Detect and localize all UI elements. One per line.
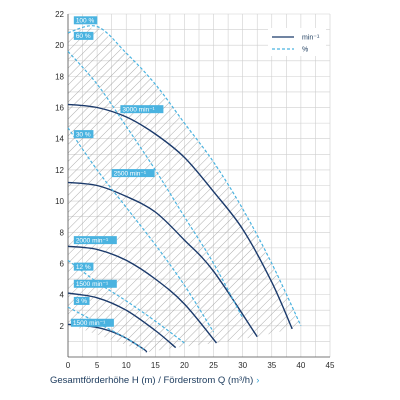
x-tick-label: 35 bbox=[267, 361, 276, 370]
legend: min⁻¹% bbox=[268, 28, 326, 56]
y-tick-label: 12 bbox=[55, 166, 64, 175]
series-label: 30 % bbox=[76, 131, 91, 138]
series-line bbox=[67, 25, 302, 327]
y-tick-label: 6 bbox=[60, 259, 65, 268]
series-label-box bbox=[73, 279, 117, 288]
x-tick-label: 15 bbox=[151, 361, 160, 370]
y-tick-label: 10 bbox=[55, 197, 64, 206]
series-line bbox=[67, 245, 218, 344]
series-label-box bbox=[111, 169, 155, 178]
series-label: 3000 min⁻¹ bbox=[122, 106, 155, 113]
axes: 0 5 10 15 20 25 30 35 40 45 2 4 6 8 10 12 14 16 18 20 22 bbox=[55, 10, 335, 370]
series-label: 2000 min⁻¹ bbox=[76, 237, 109, 244]
series-line bbox=[67, 51, 244, 319]
x-tick-label: 45 bbox=[326, 361, 335, 370]
series-line bbox=[67, 181, 258, 338]
series-label-box bbox=[70, 318, 114, 327]
series-line bbox=[67, 306, 145, 350]
series-label: 2500 min⁻¹ bbox=[114, 170, 147, 177]
x-tick-label: 10 bbox=[122, 361, 131, 370]
x-axis-label: Gesamtförderhöhe H (m) / Förderstrom Q (… bbox=[50, 375, 259, 386]
y-tick-label: 20 bbox=[55, 41, 64, 50]
series-line bbox=[67, 259, 185, 344]
series-label-box bbox=[73, 296, 90, 305]
legend-box bbox=[268, 28, 326, 56]
series-label-box bbox=[73, 262, 94, 271]
x-tick-label: 25 bbox=[209, 361, 218, 370]
x-tick-label: 0 bbox=[66, 361, 71, 370]
series-line bbox=[67, 103, 293, 330]
x-tick-label: 40 bbox=[296, 361, 305, 370]
y-tick-label: 8 bbox=[60, 228, 65, 237]
x-tick-label: 20 bbox=[180, 361, 189, 370]
series-label: 3 % bbox=[76, 298, 87, 305]
y-tick-label: 18 bbox=[55, 72, 64, 81]
chevron-right-icon[interactable]: › bbox=[256, 375, 260, 386]
series-label-box bbox=[73, 31, 94, 40]
x-axis-label-text: Gesamtförderhöhe H (m) / Förderstrom Q (… bbox=[50, 375, 254, 386]
series-line bbox=[67, 127, 215, 333]
legend-label: % bbox=[302, 47, 308, 54]
series-label: 1500 min⁻¹ bbox=[73, 320, 106, 327]
series-label-box bbox=[120, 105, 164, 114]
series-label: 60 % bbox=[76, 33, 91, 40]
x-tick-label: 30 bbox=[238, 361, 247, 370]
y-tick-label: 16 bbox=[55, 104, 64, 113]
series-label-box bbox=[73, 130, 94, 139]
series-labels: 1500 min⁻¹ 1500 min⁻¹ 2000 min⁻¹ 2500 min⁻¹… bbox=[70, 16, 164, 327]
series-label: 1500 min⁻¹ bbox=[76, 281, 109, 288]
y-tick-label: 22 bbox=[55, 10, 64, 19]
series-label: 100 % bbox=[76, 18, 95, 25]
y-tick-label: 4 bbox=[60, 291, 65, 300]
y-tick-label: 14 bbox=[55, 135, 64, 144]
series-label: 12 % bbox=[76, 264, 91, 271]
series-line bbox=[67, 292, 177, 349]
x-tick-label: 5 bbox=[95, 361, 100, 370]
series-label-box bbox=[73, 16, 98, 25]
series-lines bbox=[67, 25, 302, 353]
y-tick-label: 2 bbox=[60, 322, 65, 331]
series-label-box bbox=[73, 236, 117, 245]
legend-label: min⁻¹ bbox=[302, 35, 320, 42]
